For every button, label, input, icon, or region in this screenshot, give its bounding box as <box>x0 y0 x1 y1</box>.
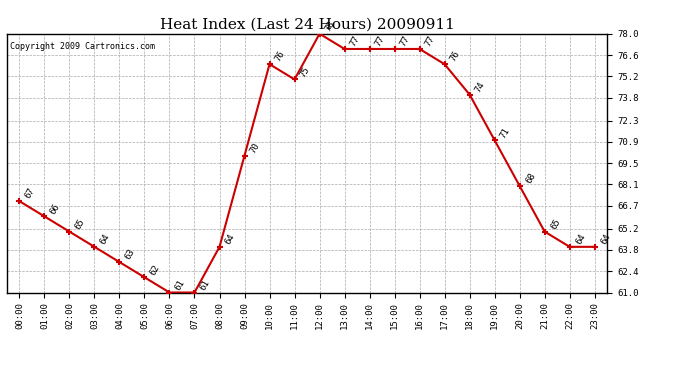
Text: 77: 77 <box>424 34 437 48</box>
Text: 78: 78 <box>324 19 337 33</box>
Title: Heat Index (Last 24 Hours) 20090911: Heat Index (Last 24 Hours) 20090911 <box>159 17 455 31</box>
Text: 76: 76 <box>448 50 462 63</box>
Text: 66: 66 <box>48 202 61 216</box>
Text: 75: 75 <box>299 65 312 79</box>
Text: 65: 65 <box>549 217 562 231</box>
Text: 77: 77 <box>374 34 387 48</box>
Text: 61: 61 <box>199 278 212 292</box>
Text: 71: 71 <box>499 126 512 140</box>
Text: 77: 77 <box>399 34 412 48</box>
Text: 67: 67 <box>23 187 37 200</box>
Text: 64: 64 <box>224 232 237 246</box>
Text: 77: 77 <box>348 34 362 48</box>
Text: 62: 62 <box>148 263 161 276</box>
Text: 65: 65 <box>74 217 87 231</box>
Text: 61: 61 <box>174 278 187 292</box>
Text: 64: 64 <box>574 232 587 246</box>
Text: 63: 63 <box>124 248 137 261</box>
Text: 68: 68 <box>524 171 537 185</box>
Text: 70: 70 <box>248 141 262 155</box>
Text: 64: 64 <box>599 232 612 246</box>
Text: 74: 74 <box>474 80 487 94</box>
Text: 76: 76 <box>274 50 287 63</box>
Text: Copyright 2009 Cartronics.com: Copyright 2009 Cartronics.com <box>10 42 155 51</box>
Text: 64: 64 <box>99 232 112 246</box>
